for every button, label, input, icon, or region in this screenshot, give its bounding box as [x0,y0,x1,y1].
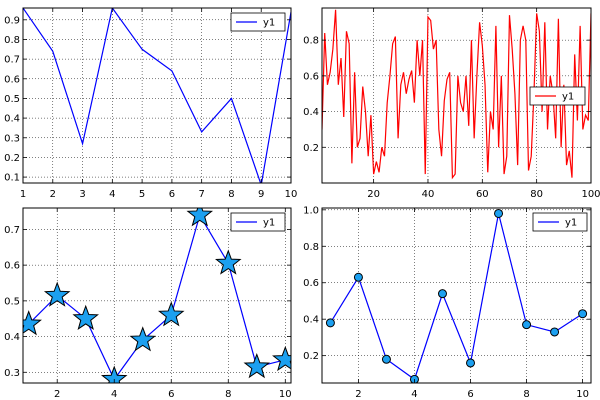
x-tick-label: 9 [258,189,264,200]
data-point [494,208,504,218]
legend-label: y1 [565,218,577,229]
y-tick-label: 0.8 [4,35,20,46]
series-y1 [322,9,591,180]
x-tick-label: 2 [50,189,56,200]
y-tick-label: 0.2 [303,143,319,154]
legend-label: y1 [562,92,574,103]
x-tick-label: 80 [530,189,543,200]
x-tick-label: 8 [228,189,234,200]
y-tick-label: 0.3 [4,133,20,144]
legend: y1 [230,212,286,232]
data-point [522,320,532,330]
legend: y1 [532,212,588,232]
x-tick-label: 4 [109,189,115,200]
legend-label: y1 [263,18,275,29]
legend: y1 [230,12,286,32]
x-tick-label: 8 [523,389,529,400]
axes-frame [321,207,592,384]
legend-box [529,86,586,106]
legend-box [230,212,286,232]
axes-frame [22,207,292,384]
x-tick-label: 10 [285,189,298,200]
legend: y1 [529,86,586,106]
y-tick-label: 0.6 [303,278,319,289]
y-tick-label: 0.7 [4,55,20,66]
x-tick-label: 2 [54,389,60,400]
y-tick-label: 0.9 [4,15,20,26]
y-tick-label: 0.1 [4,173,20,184]
data-point [550,327,560,337]
series-y1 [23,8,291,183]
data-point [23,310,42,336]
y-tick-label: 0.8 [303,36,319,47]
x-tick-label: 10 [576,389,589,400]
data-point [72,304,99,331]
y-tick-label: 0.8 [303,242,319,253]
x-tick-label: 5 [139,189,145,200]
y-tick-label: 0.4 [4,332,20,343]
data-point [381,354,391,364]
data-point [100,365,128,383]
data-point [43,281,71,307]
series-line [329,213,583,381]
legend-box [532,212,588,232]
subplot-3: 2 4 6 8 10 0.3 0.4 0.5 0.6 0.7 y1 [4,207,292,400]
y-tick-label: 0.6 [303,71,319,82]
x-tick-label: 2 [355,389,361,400]
data-point [215,249,242,275]
x-tick-label: 100 [581,189,600,200]
series-line [23,8,291,183]
y-tick-label: 0.7 [4,225,20,236]
y-tick-label: 0.5 [4,94,20,105]
y-tick-label: 1.0 [303,205,319,216]
y-tick-label: 0.3 [4,368,20,379]
data-point [437,289,447,299]
y-tick-label: 0.4 [303,315,319,326]
y-tick-label: 0.2 [4,153,20,164]
x-tick-label: 7 [198,189,204,200]
series-line [28,213,286,381]
x-tick-label: 40 [422,189,435,200]
data-point [325,318,335,328]
data-point [243,352,271,379]
data-point [129,326,157,352]
x-tick-label: 60 [476,189,489,200]
series-y1 [23,208,291,383]
y-tick-label: 0.6 [4,261,20,272]
series-line [322,9,591,180]
x-tick-label: 6 [169,189,175,200]
legend-box [230,12,286,32]
x-tick-label: 6 [168,389,174,400]
legend-label: y1 [263,218,275,229]
x-tick-label: 6 [467,389,473,400]
x-tick-label: 4 [411,389,417,400]
data-point [466,358,476,368]
x-tick-label: 1 [20,189,26,200]
subplot-1: 1 2 3 4 5 6 7 8 9 10 0.1 0.2 0.3 0.4 0.5 0.6 0.7 0.8 0.9 y1 [4,7,298,200]
data-point [186,208,214,227]
x-tick-label: 3 [79,189,85,200]
x-tick-label: 8 [225,389,231,400]
x-tick-label: 4 [111,389,117,400]
series-y1 [325,208,588,383]
y-tick-label: 0.2 [303,351,319,362]
axes-frame [321,7,592,184]
x-tick-label: 10 [279,389,292,400]
y-tick-label: 0.6 [4,74,20,85]
data-point [157,301,185,327]
x-tick-label: 20 [367,189,380,200]
y-tick-label: 0.5 [4,296,20,307]
axes-frame [22,7,292,184]
data-point [578,309,588,319]
y-tick-label: 0.4 [303,107,319,118]
y-tick-label: 0.4 [4,114,20,125]
subplot-4: 2 4 6 8 10 0.2 0.4 0.6 0.8 1.0 y1 [303,205,592,400]
subplot-2: 20 40 60 80 100 0.2 0.4 0.6 0.8 y1 [303,7,600,200]
data-point [272,345,291,372]
data-point [353,272,363,282]
